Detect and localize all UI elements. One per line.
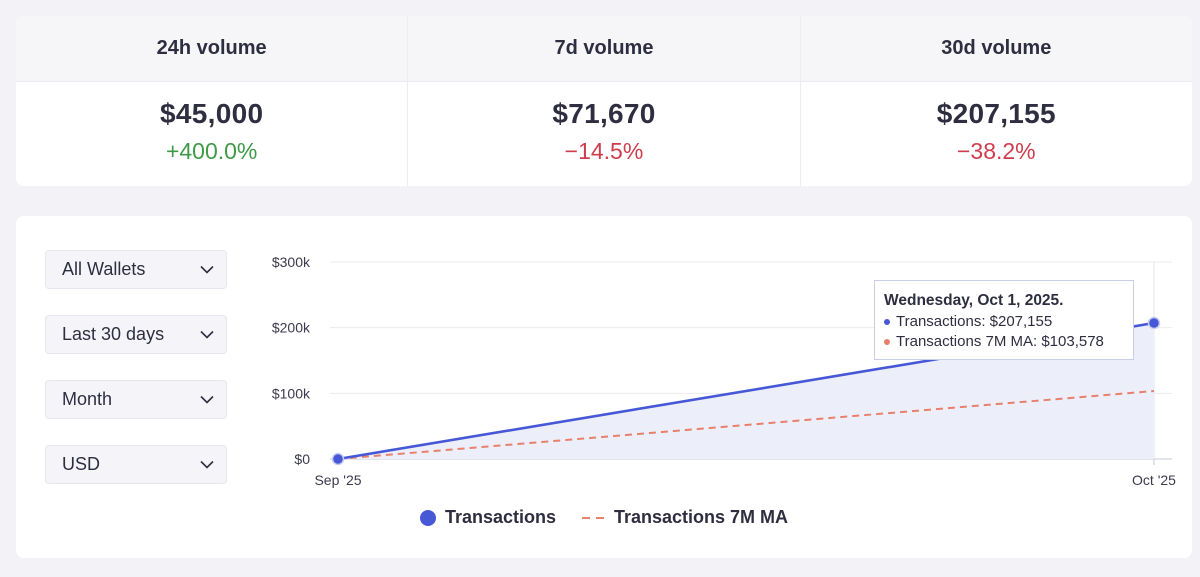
stat-label: 7d volume [408, 16, 800, 82]
stat-30d: 30d volume $207,155 −38.2% [800, 16, 1192, 186]
series-dot-icon [884, 339, 890, 345]
chevron-down-icon [200, 263, 214, 277]
chevron-down-icon [200, 393, 214, 407]
interval-select-value: Month [62, 389, 113, 409]
series-line-ma [337, 389, 1155, 460]
x-tick-label: Oct '25 [1132, 472, 1176, 488]
interval-select[interactable]: Month [45, 380, 227, 419]
stat-value: $71,670 [552, 98, 656, 129]
chart-panel: $0 $100k $200k $300k Sep '25 Oct '25 All Wall… [16, 216, 1192, 558]
legend-item-transactions[interactable]: Transactions [419, 507, 556, 528]
stat-change: −38.2% [956, 138, 1036, 164]
chart-legend: Transactions Transactions 7M MA [16, 507, 1192, 528]
stat-value: $45,000 [160, 98, 264, 129]
stat-change: −14.5% [564, 138, 644, 164]
legend-label: Transactions [444, 507, 556, 527]
tooltip-row-transactions: Transactions: $207,155 [884, 312, 1133, 332]
stat-value: $207,155 [936, 98, 1056, 129]
legend-item-ma[interactable]: Transactions 7M MA [582, 507, 788, 528]
y-tick-label: $0 [294, 451, 310, 467]
currency-select-value: USD [62, 454, 101, 474]
volume-chart: $0 $100k $200k $300k Sep '25 Oct '25 [272, 254, 1176, 488]
series-area-transactions [338, 322, 1154, 459]
y-tick-label: $100k [272, 385, 311, 401]
stat-7d: 7d volume $71,670 −14.5% [408, 16, 801, 186]
y-tick-label: $300k [272, 254, 311, 270]
stat-change: +400.0% [165, 138, 258, 164]
chevron-down-icon [200, 328, 214, 342]
wallet-select[interactable]: All Wallets [45, 250, 227, 289]
series-dot-icon [884, 319, 890, 325]
wallet-select-value: All Wallets [62, 259, 146, 279]
volume-stats: 24h volume $45,000 +400.0% 7d volume $71… [16, 16, 1192, 186]
currency-select[interactable]: USD [45, 445, 227, 484]
data-point-transactions [331, 452, 345, 466]
tooltip-row-ma: Transactions 7M MA: $103,578 [884, 332, 1133, 352]
tooltip-row-text: Transactions 7M MA: $103,578 [896, 333, 1104, 350]
range-select[interactable]: Last 30 days [45, 315, 227, 354]
range-select-value: Last 30 days [62, 324, 165, 344]
tooltip-row-text: Transactions: $207,155 [896, 313, 1053, 330]
chart-tooltip: Wednesday, Oct 1, 2025. Transactions: $2… [874, 280, 1134, 360]
data-point-transactions [1147, 316, 1161, 330]
tooltip-title: Wednesday, Oct 1, 2025. [884, 292, 1064, 309]
legend-dash-icon [582, 516, 606, 519]
legend-dot-icon [419, 509, 436, 526]
y-tick-label: $200k [272, 320, 311, 336]
stat-24h: 24h volume $45,000 +400.0% [16, 16, 409, 186]
x-tick-label: Sep '25 [314, 472, 361, 488]
stat-label: 30d volume [800, 16, 1192, 82]
filter-column: All Wallets Last 30 days Month USD [45, 250, 227, 510]
stat-label: 24h volume [16, 16, 408, 82]
chevron-down-icon [200, 458, 214, 472]
legend-label: Transactions 7M MA [614, 507, 789, 527]
